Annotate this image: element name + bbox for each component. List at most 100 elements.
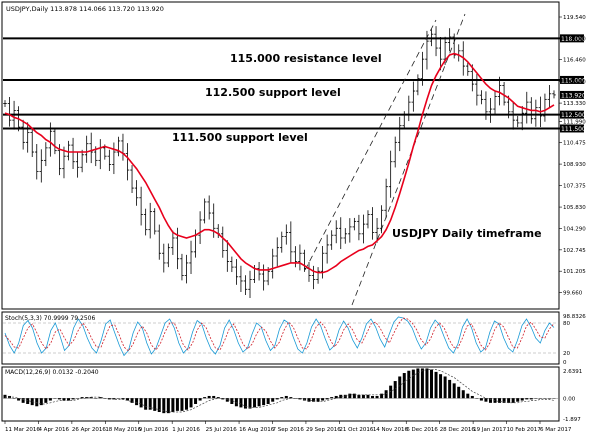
macd-bar-44 [203, 397, 207, 399]
price-tick-label-2: 116.460 [563, 58, 586, 64]
price-bars [3, 26, 556, 299]
stoch-tick-0: 98.8326 [563, 314, 586, 320]
date-tick-label-9: 29 Sep 2016 [306, 427, 341, 433]
price-tick-label-1: 118.000 [563, 36, 586, 42]
macd-bar-52 [239, 398, 243, 408]
macd-bar-94 [429, 369, 433, 399]
macd-bar-27 [126, 398, 130, 401]
level-tag-0 [560, 34, 584, 43]
price-tick-label-10: 104.290 [563, 226, 586, 232]
macd-bar-80 [366, 394, 370, 399]
price-panel [1, 1, 560, 310]
macd: 2.6391 0.00 -1.897 [3, 368, 582, 423]
macd-bar-69 [316, 398, 320, 402]
macd-title: MACD(12,26,9) 0.0132 -0.2040 [5, 369, 99, 376]
macd-bar-77 [352, 393, 356, 399]
macd-bar-86 [393, 381, 397, 399]
macd-bar-90 [411, 369, 415, 399]
macd-bar-55 [253, 398, 257, 408]
date-tick-label-2: 26 Apr 2016 [72, 427, 107, 433]
macd-bar-83 [380, 393, 384, 399]
macd-bar-37 [171, 398, 175, 413]
macd-bar-7 [35, 398, 39, 407]
date-tick-label-5: 1 Jul 2016 [172, 427, 200, 433]
macd-bar-109 [498, 398, 502, 403]
level-tag-text-2: 112.500 [561, 112, 586, 119]
macd-bar-3 [17, 398, 21, 401]
macd-bar-56 [257, 398, 261, 407]
macd-bar-68 [312, 398, 316, 402]
level-tag-text-3: 111.500 [561, 126, 586, 133]
date-tick-label-15: 10 Feb 2017 [507, 427, 542, 433]
macd-bar-97 [443, 376, 447, 399]
macd-bar-38 [175, 398, 179, 411]
price-tick-label-8: 107.375 [563, 184, 586, 190]
price-tick-label-9: 105.830 [563, 205, 586, 211]
macd-bar-43 [198, 398, 202, 401]
macd-bar-59 [271, 398, 275, 402]
macd-bar-100 [457, 386, 461, 399]
macd-bar-6 [30, 398, 34, 406]
macd-bar-81 [371, 395, 375, 399]
stoch-title: Stoch(5,3,3) 70.9999 79.2506 [5, 315, 96, 322]
resistance-115-label: 115.000 resistance level [230, 52, 382, 65]
stoch-tick-3: 0 [563, 360, 567, 366]
macd-bar-51 [234, 398, 238, 407]
macd-bar-36 [166, 398, 170, 414]
date-tick-label-11: 14 Nov 2016 [373, 427, 409, 433]
macd-bar-5 [26, 398, 30, 404]
macd-bar-30 [139, 398, 143, 408]
trendlines [304, 13, 466, 306]
macd-bar-62 [284, 395, 288, 399]
macd-panel [1, 366, 560, 422]
macd-bar-76 [348, 393, 352, 399]
timeframe-annotation: USDJPY Daily timeframe [392, 227, 542, 240]
macd-bar-50 [230, 398, 234, 404]
macd-bar-19 [89, 397, 93, 399]
ma-line [4, 52, 555, 274]
macd-bar-40 [184, 398, 188, 410]
trendline-1 [351, 13, 466, 306]
date-tick-label-6: 25 Jul 2016 [206, 427, 238, 433]
macd-bar-67 [307, 398, 311, 402]
date-tick-label-10: 21 Oct 2016 [339, 427, 374, 433]
date-tick-label-12: 6 Dec 2016 [406, 427, 438, 433]
date-tick-label-13: 28 Dec 2016 [440, 427, 476, 433]
macd-bar-70 [321, 398, 325, 401]
macd-bar-31 [144, 398, 148, 410]
macd-bar-61 [280, 397, 284, 399]
macd-bar-98 [448, 379, 452, 399]
macd-bar-103 [470, 395, 474, 399]
macd-bar-28 [130, 398, 134, 403]
date-tick-label-3: 18 May 2016 [105, 427, 141, 433]
macd-bar-87 [398, 376, 402, 399]
macd-bar-99 [452, 383, 456, 399]
price-tick-label-5: 111.990 [563, 120, 586, 126]
macd-bar-88 [402, 373, 406, 399]
macd-bar-42 [194, 398, 198, 404]
price-tick-label-7: 108.930 [563, 162, 586, 168]
macd-bar-14 [67, 398, 71, 401]
macd-bar-115 [525, 398, 529, 400]
macd-bar-21 [98, 397, 102, 399]
macd-bar-60 [275, 398, 279, 400]
macd-bar-12 [57, 398, 61, 400]
macd-bar-85 [389, 385, 393, 399]
macd-bar-41 [189, 398, 193, 408]
stoch-main-line [4, 316, 555, 357]
macd-bar-105 [479, 398, 483, 401]
stoch-tick-2: 20 [563, 351, 570, 357]
macd-signal-line [5, 369, 555, 413]
macd-bar-45 [207, 395, 211, 399]
macd-bar-49 [225, 398, 229, 402]
date-tick-label-8: 7 Sep 2016 [273, 427, 305, 433]
macd-bar-84 [384, 390, 388, 399]
macd-bar-95 [434, 371, 438, 399]
macd-bar-26 [121, 398, 125, 400]
macd-bar-107 [488, 398, 492, 403]
macd-bar-65 [298, 398, 302, 400]
price-tick-label-0: 119.540 [563, 15, 586, 21]
macd-bar-63 [289, 397, 293, 399]
macd-bar-93 [425, 368, 429, 399]
price-tick-label-6: 110.475 [563, 141, 586, 147]
